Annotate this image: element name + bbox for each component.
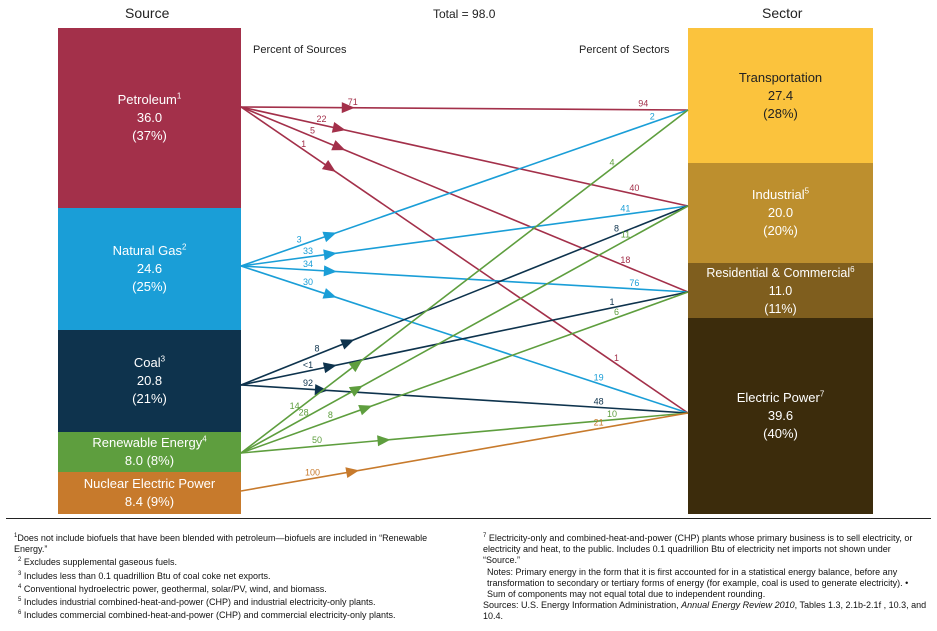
flow-source-percent: 50 [312, 435, 322, 445]
flow-sector-percent: 11 [621, 230, 630, 240]
flow-arrowhead [340, 339, 354, 349]
flow-sector-percent: 18 [620, 255, 630, 265]
flow-source-percent: 22 [316, 114, 326, 124]
flow-arrowhead [324, 265, 337, 276]
sources-note: Sources: U.S. Energy Information Adminis… [479, 600, 929, 622]
flow-source-percent: 8 [328, 410, 333, 420]
footnote-4: 4 Conventional hydroelectric power, geot… [14, 582, 462, 595]
flow-source-percent: 28 [299, 407, 309, 417]
flow-sector-percent: 1 [610, 297, 615, 307]
flow-arrowhead [332, 122, 346, 133]
footnote-1: 1Does not include biofuels that have bee… [14, 531, 462, 555]
flow-line [241, 292, 688, 385]
flow-source-percent: 33 [303, 246, 313, 256]
flow-source-percent: 5 [310, 126, 315, 136]
flow-2: 22 40 [241, 107, 688, 206]
footnote-5: 5 Includes industrial combined-heat-and-… [14, 595, 462, 608]
flow-sector-percent: 2 [650, 111, 655, 121]
footnote-7: 7 Electricity-only and combined-heat-and… [479, 531, 929, 567]
footnotes-right: 7 Electricity-only and combined-heat-and… [479, 531, 929, 623]
flow-source-percent: 8 [314, 344, 319, 354]
flow-arrowhead [323, 249, 337, 260]
flow-sector-percent: 48 [594, 396, 604, 406]
flow-sector-percent: 6 [614, 307, 619, 317]
flow-sector-percent: 41 [620, 203, 630, 213]
flow-source-percent: 100 [305, 468, 320, 478]
flow-sector-percent: 4 [610, 157, 615, 167]
footnote-divider [6, 518, 931, 519]
flow-sector-percent: 8 [614, 224, 619, 234]
flow-source-percent: 92 [303, 378, 313, 388]
flow-diagram: 71 942240518113233413476301988<1192481442… [0, 0, 937, 520]
flow-14: 86 [241, 292, 688, 453]
flow-source-percent: 71 [348, 97, 358, 107]
flow-sector-percent: 94 [638, 99, 648, 109]
flow-source-percent: 34 [303, 259, 313, 269]
flow-arrowhead [323, 288, 337, 298]
flow-16: 100 21 [241, 413, 688, 491]
flow-arrowhead [322, 160, 336, 172]
flow-arrowhead [377, 435, 390, 446]
flow-line [241, 107, 688, 110]
footnote-2: 2 Excludes supplemental gaseous fuels. [14, 555, 462, 568]
flow-line [241, 413, 688, 491]
flow-sector-percent: 10 [607, 409, 617, 419]
flow-line [241, 107, 688, 206]
flow-arrowhead [322, 232, 336, 242]
notes: Notes: Primary energy in the form that i… [479, 567, 929, 601]
flow-arrowhead [358, 405, 372, 415]
flow-sector-percent: 19 [594, 373, 604, 383]
flow-arrowhead [331, 140, 345, 150]
flow-source-percent: 30 [303, 277, 313, 287]
flow-sector-percent: 21 [594, 418, 604, 428]
flow-sector-percent: 1 [614, 353, 619, 363]
flow-source-percent: <1 [303, 360, 313, 370]
flow-line [241, 413, 688, 453]
flow-sector-percent: 76 [629, 278, 639, 288]
flow-line [241, 292, 688, 453]
flow-arrowhead [345, 467, 359, 478]
footnote-3: 3 Includes less than 0.1 quadrillion Btu… [14, 569, 462, 582]
flow-arrowhead [315, 384, 328, 395]
flow-source-percent: 1 [301, 139, 306, 149]
flow-1: 71 94 [241, 97, 688, 113]
flow-sector-percent: 40 [629, 183, 639, 193]
footnote-6: 6 Includes commercial combined-heat-and-… [14, 608, 462, 621]
flow-arrowhead [323, 362, 337, 373]
flow-source-percent: 3 [297, 235, 302, 245]
footnotes-left: 1Does not include biofuels that have bee… [14, 531, 462, 621]
flow-10: <1 1 [241, 292, 688, 385]
